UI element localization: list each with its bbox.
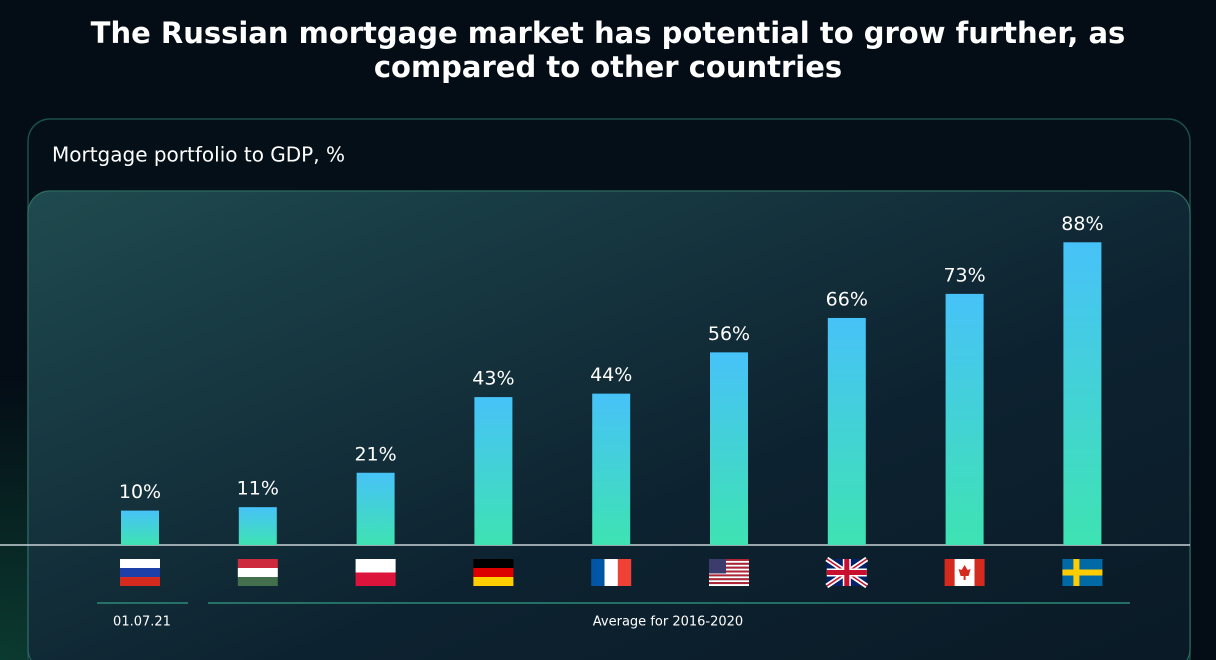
flag	[1062, 559, 1103, 586]
flag-part	[709, 564, 749, 567]
flag-part	[958, 565, 971, 580]
flag-part	[709, 568, 749, 571]
flag-part	[709, 574, 749, 577]
flag-part	[709, 566, 749, 569]
bar	[592, 393, 631, 545]
value-label: 73%	[943, 264, 985, 286]
flag-part	[473, 577, 514, 586]
flag-part	[709, 578, 749, 581]
value-label: 21%	[354, 443, 396, 465]
flag-part	[120, 568, 160, 577]
value-label: 43%	[472, 368, 514, 390]
flag	[591, 559, 632, 586]
flag-part	[709, 560, 749, 563]
flag-part	[591, 559, 605, 586]
flag-part	[709, 570, 749, 573]
flag	[944, 559, 985, 586]
flag	[355, 559, 396, 586]
flag-part	[120, 577, 160, 586]
bar	[827, 317, 866, 545]
flag-part	[473, 568, 514, 577]
flag-part	[709, 559, 726, 574]
flag-part	[237, 568, 278, 577]
bar	[710, 352, 748, 545]
title: The Russian mortgage market has potentia…	[90, 16, 1126, 84]
flag-part	[709, 559, 749, 561]
value-label: 44%	[590, 364, 632, 386]
value-label: 11%	[237, 478, 279, 500]
bar	[1063, 242, 1102, 545]
group-label: Average for 2016-2020	[593, 615, 743, 630]
flag	[825, 556, 869, 589]
flag	[120, 559, 160, 586]
bar	[474, 397, 513, 545]
flag-part	[709, 580, 749, 583]
value-label: 10%	[119, 481, 161, 503]
flag-part	[709, 576, 749, 579]
flag-part	[1062, 569, 1103, 576]
bar	[356, 472, 395, 545]
flag	[709, 559, 749, 587]
flag-part	[604, 559, 618, 586]
flag-part	[709, 572, 749, 575]
flag-part	[355, 559, 396, 573]
value-label: 88%	[1061, 213, 1103, 235]
flag	[473, 559, 514, 586]
flag-part	[617, 559, 632, 586]
subtitle: Mortgage portfolio to GDP, %	[52, 143, 345, 167]
value-label: 56%	[708, 323, 750, 345]
flag-part	[473, 559, 514, 568]
flag-part	[237, 577, 278, 586]
flag	[237, 559, 278, 586]
flag-part	[709, 582, 749, 585]
flag-part	[237, 559, 278, 568]
bar	[121, 510, 159, 545]
flag-part	[709, 584, 749, 587]
bar	[238, 507, 277, 545]
flag-part	[826, 570, 867, 575]
flag-part	[974, 559, 985, 586]
group-label: 01.07.21	[113, 615, 171, 630]
flag-part	[355, 572, 396, 586]
value-label: 66%	[826, 288, 868, 310]
flag-part	[944, 559, 955, 586]
flag-part	[120, 559, 160, 568]
flag-part	[709, 562, 749, 565]
bar	[945, 293, 984, 545]
